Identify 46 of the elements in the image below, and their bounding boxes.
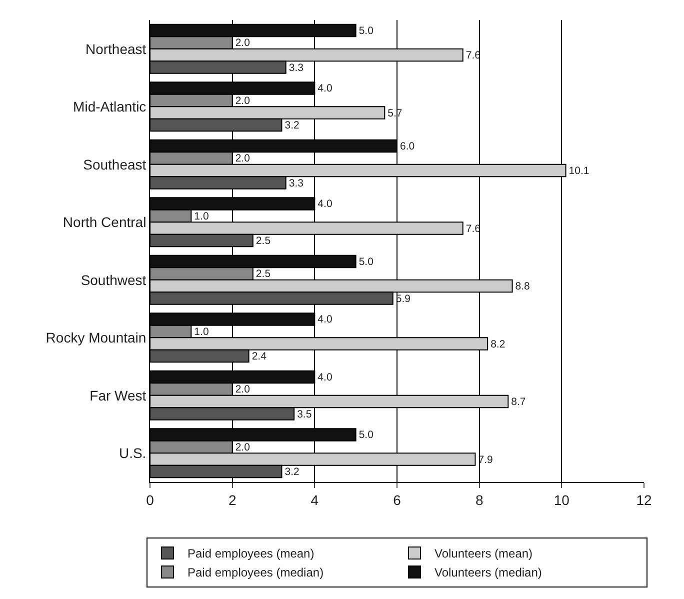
- data-label: 2.0: [235, 384, 250, 396]
- data-label: 3.2: [284, 120, 300, 132]
- legend-label: Paid employees (median): [188, 566, 324, 580]
- x-tick-label: 2: [228, 492, 236, 508]
- y-tick-label: Northeast: [85, 40, 146, 57]
- x-tick-label: 4: [310, 492, 319, 508]
- data-label: 1.0: [194, 326, 209, 338]
- y-tick-label: Southwest: [80, 272, 146, 288]
- x-tick-label: 8: [475, 492, 484, 508]
- data-label: 4.0: [318, 314, 332, 326]
- data-label: 2.5: [256, 268, 271, 280]
- data-label: 8.8: [515, 280, 530, 293]
- x-tick-label: 6: [393, 492, 402, 508]
- y-tick-label: Rocky Mountain: [46, 330, 146, 346]
- legend-label: Volunteers (median): [434, 566, 542, 580]
- data-label: 4.0: [318, 371, 332, 384]
- data-label: 2.0: [235, 95, 250, 107]
- data-label: 5.0: [358, 24, 374, 37]
- x-tick-label: 0: [146, 492, 154, 508]
- data-label: 6.0: [400, 140, 415, 152]
- y-tick-label: Mid-Atlantic: [73, 98, 146, 115]
- legend-label: Paid employees (mean): [188, 546, 314, 561]
- data-label: 4.0: [318, 82, 332, 95]
- data-label: 2.4: [252, 350, 267, 363]
- y-tick-label: North Central: [62, 214, 146, 230]
- y-tick-label: Southeast: [83, 156, 146, 172]
- y-tick-label: U.S.: [118, 445, 146, 462]
- data-label: 8.7: [511, 396, 526, 408]
- x-tick-label: 12: [636, 492, 652, 508]
- data-label: 3.2: [284, 466, 300, 478]
- data-label: 2.5: [256, 235, 271, 248]
- legend-label: Volunteers (mean): [434, 546, 533, 561]
- data-label: 3.3: [288, 62, 304, 74]
- data-label: 3.5: [297, 408, 312, 420]
- data-label: 3.3: [288, 177, 304, 190]
- data-label: 5.0: [358, 256, 374, 268]
- y-tick-label: Far West: [90, 387, 146, 404]
- x-tick-label: 10: [554, 492, 570, 508]
- data-label: 5.0: [358, 429, 374, 442]
- data-label: 2.0: [235, 37, 250, 50]
- data-label: 4.0: [318, 198, 332, 210]
- data-label: 2.0: [235, 152, 250, 165]
- data-label: 2.0: [235, 442, 250, 454]
- data-label: 10.1: [568, 165, 590, 178]
- data-label: 1.0: [194, 210, 209, 222]
- data-label: 8.2: [490, 338, 506, 350]
